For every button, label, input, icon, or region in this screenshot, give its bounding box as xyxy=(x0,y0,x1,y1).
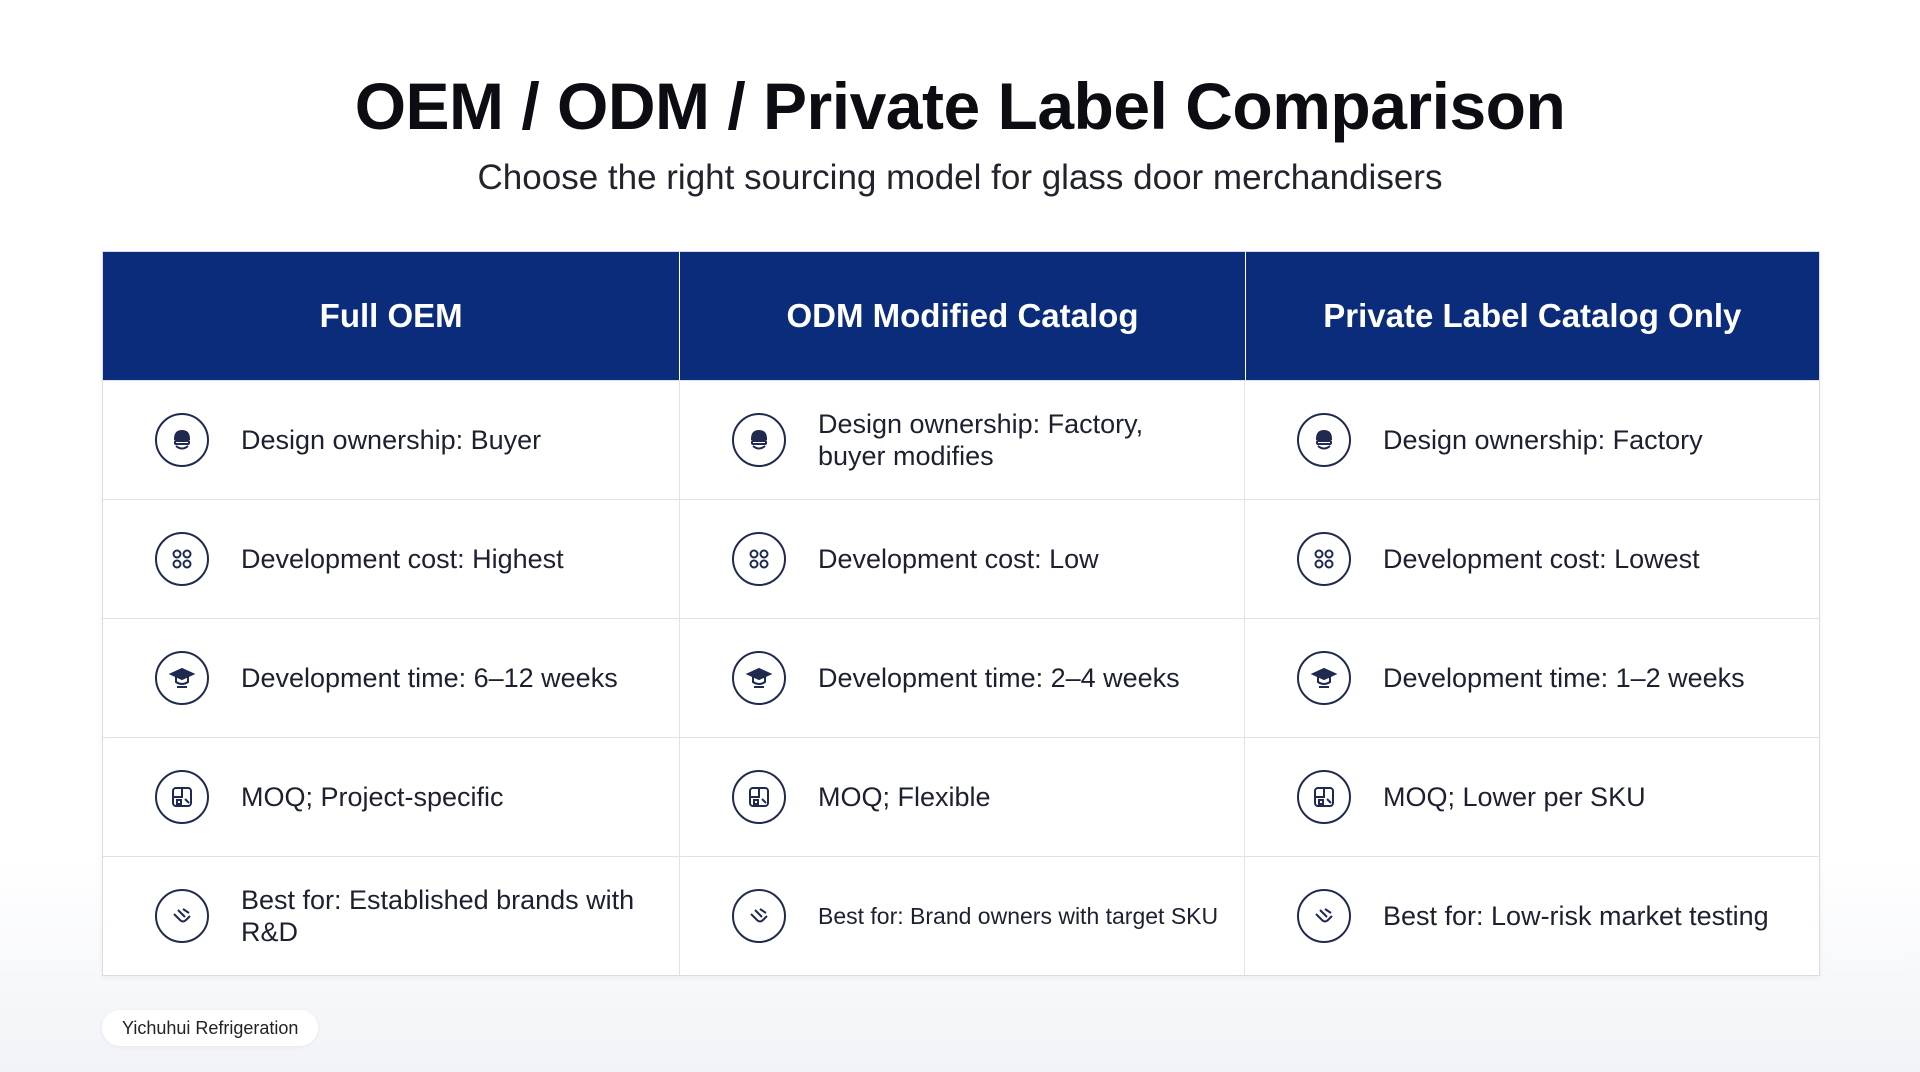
cell-text: MOQ; Lower per SKU xyxy=(1383,782,1646,812)
comparison-table: Full OEM ODM Modified Catalog Private La… xyxy=(102,251,1820,976)
molecule-icon xyxy=(1297,532,1351,586)
handshake-icon xyxy=(732,889,786,943)
page-subtitle: Choose the right sourcing model for glas… xyxy=(477,158,1443,197)
cell-text: Development time: 1–2 weeks xyxy=(1383,663,1745,693)
cell-text: Design ownership: Factory xyxy=(1383,425,1703,455)
grid-box-icon xyxy=(732,770,786,824)
table-row: MOQ; Project-specific MOQ; Flexible MOQ;… xyxy=(103,737,1819,856)
cap-icon xyxy=(732,413,786,467)
table-cell: MOQ; Flexible xyxy=(680,738,1245,856)
table-cell: Development cost: Low xyxy=(680,500,1245,618)
graduation-cap-icon xyxy=(155,651,209,705)
cell-text: Design ownership: Factory, buyer modifie… xyxy=(818,409,1144,471)
table-cell: MOQ; Project-specific xyxy=(103,738,680,856)
table-row: Design ownership: Buyer Design ownership… xyxy=(103,380,1819,499)
cell-text: Design ownership: Buyer xyxy=(241,425,542,455)
cell-text: Development cost: Low xyxy=(818,544,1099,574)
cell-text: Development time: 2–4 weeks xyxy=(818,663,1180,693)
cap-icon xyxy=(1297,413,1351,467)
table-cell: Design ownership: Factory, buyer modifie… xyxy=(680,381,1245,499)
cell-text: Development cost: Lowest xyxy=(1383,544,1700,574)
table-cell: Development time: 1–2 weeks xyxy=(1245,619,1819,737)
cell-text: MOQ; Flexible xyxy=(818,782,991,812)
table-cell: Best for: Brand owners with target SKU xyxy=(680,857,1245,975)
brand-badge: Yichuhui Refrigeration xyxy=(102,1010,319,1046)
table-cell: MOQ; Lower per SKU xyxy=(1245,738,1819,856)
table-row: Best for: Established brands with R&D Be… xyxy=(103,856,1819,975)
cell-text: Development cost: Highest xyxy=(241,544,564,574)
cell-text: Development time: 6–12 weeks xyxy=(241,663,618,693)
grid-box-icon xyxy=(155,770,209,824)
column-header-full-oem: Full OEM xyxy=(103,252,681,380)
column-header-odm: ODM Modified Catalog xyxy=(680,252,1246,380)
table-cell: Best for: Established brands with R&D xyxy=(103,857,680,975)
cell-text: Best for: Brand owners with target SKU xyxy=(818,903,1219,929)
table-cell: Design ownership: Buyer xyxy=(103,381,680,499)
grid-box-icon xyxy=(1297,770,1351,824)
table-row: Development cost: Highest Development co… xyxy=(103,499,1819,618)
table-cell: Development cost: Highest xyxy=(103,500,680,618)
table-cell: Design ownership: Factory xyxy=(1245,381,1819,499)
graduation-cap-icon xyxy=(1297,651,1351,705)
page-title: OEM / ODM / Private Label Comparison xyxy=(354,69,1566,143)
column-header-private-label: Private Label Catalog Only xyxy=(1323,297,1742,334)
cell-text: Best for: Established brands with R&D xyxy=(241,885,635,947)
table-header: Full OEM ODM Modified Catalog Private La… xyxy=(103,252,1819,380)
handshake-icon xyxy=(155,889,209,943)
table-cell: Development time: 6–12 weeks xyxy=(103,619,680,737)
handshake-icon xyxy=(1297,889,1351,943)
table-cell: Best for: Low-risk market testing xyxy=(1245,857,1819,975)
molecule-icon xyxy=(732,532,786,586)
cell-text: Best for: Low-risk market testing xyxy=(1383,901,1769,931)
cell-text: MOQ; Project-specific xyxy=(241,782,504,812)
table-cell: Development cost: Lowest xyxy=(1245,500,1819,618)
molecule-icon xyxy=(155,532,209,586)
table-row: Development time: 6–12 weeks Development… xyxy=(103,618,1819,737)
table-cell: Development time: 2–4 weeks xyxy=(680,619,1245,737)
graduation-cap-icon xyxy=(732,651,786,705)
cap-icon xyxy=(155,413,209,467)
